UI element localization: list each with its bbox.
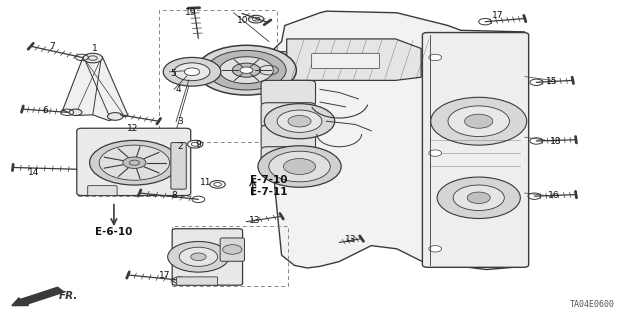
Circle shape xyxy=(210,181,225,188)
Text: FR.: FR. xyxy=(59,291,78,301)
Text: 15: 15 xyxy=(546,77,557,86)
Text: 13: 13 xyxy=(249,216,260,225)
Text: 2: 2 xyxy=(178,142,183,151)
Text: 13: 13 xyxy=(345,235,356,244)
Circle shape xyxy=(269,151,330,182)
Circle shape xyxy=(248,15,264,23)
Circle shape xyxy=(453,185,504,211)
Circle shape xyxy=(288,115,311,127)
Circle shape xyxy=(196,45,296,95)
Circle shape xyxy=(123,157,146,168)
Circle shape xyxy=(188,140,203,148)
Text: E-6-10: E-6-10 xyxy=(95,227,132,237)
Text: 4: 4 xyxy=(175,85,180,94)
Circle shape xyxy=(232,63,260,77)
Circle shape xyxy=(207,50,286,90)
FancyBboxPatch shape xyxy=(250,52,288,89)
Text: E-7-11: E-7-11 xyxy=(250,187,287,197)
Text: 17: 17 xyxy=(159,271,171,280)
Text: 17: 17 xyxy=(492,11,504,20)
FancyBboxPatch shape xyxy=(77,128,191,196)
Text: 3: 3 xyxy=(178,117,183,126)
Polygon shape xyxy=(287,39,421,80)
Text: 8: 8 xyxy=(172,191,177,200)
Circle shape xyxy=(277,110,322,132)
Circle shape xyxy=(223,245,242,254)
Text: 12: 12 xyxy=(127,124,139,133)
FancyBboxPatch shape xyxy=(172,229,243,285)
Circle shape xyxy=(191,253,206,261)
Text: 7: 7 xyxy=(50,42,55,51)
Circle shape xyxy=(240,67,253,73)
FancyBboxPatch shape xyxy=(261,103,316,128)
Text: 1: 1 xyxy=(92,44,97,53)
Circle shape xyxy=(83,53,102,63)
Circle shape xyxy=(174,63,210,81)
Circle shape xyxy=(429,150,442,156)
Text: 6: 6 xyxy=(42,106,47,115)
Text: 19: 19 xyxy=(185,8,196,17)
FancyBboxPatch shape xyxy=(422,33,529,267)
Circle shape xyxy=(431,97,527,145)
Circle shape xyxy=(437,177,520,219)
FancyBboxPatch shape xyxy=(261,125,316,150)
Text: 16: 16 xyxy=(548,191,559,200)
FancyBboxPatch shape xyxy=(220,238,244,261)
Circle shape xyxy=(90,140,179,185)
Circle shape xyxy=(163,57,221,86)
Circle shape xyxy=(264,104,335,139)
Circle shape xyxy=(184,68,200,76)
Text: 5: 5 xyxy=(170,69,175,78)
Circle shape xyxy=(429,54,442,61)
Circle shape xyxy=(69,109,82,115)
Text: 14: 14 xyxy=(28,168,39,177)
Polygon shape xyxy=(63,57,128,121)
FancyBboxPatch shape xyxy=(171,143,186,189)
Circle shape xyxy=(220,57,273,84)
FancyBboxPatch shape xyxy=(88,186,117,196)
Circle shape xyxy=(99,145,170,180)
Text: 18: 18 xyxy=(550,137,561,146)
FancyBboxPatch shape xyxy=(312,53,380,69)
Polygon shape xyxy=(266,11,525,270)
Text: 10: 10 xyxy=(237,16,249,25)
FancyBboxPatch shape xyxy=(261,147,316,172)
Text: TA04E0600: TA04E0600 xyxy=(570,300,614,309)
FancyBboxPatch shape xyxy=(261,80,316,105)
Circle shape xyxy=(465,114,493,128)
Circle shape xyxy=(258,146,341,187)
Text: 9: 9 xyxy=(196,140,201,149)
Circle shape xyxy=(284,159,316,174)
FancyBboxPatch shape xyxy=(177,277,218,285)
Text: 11: 11 xyxy=(200,178,212,187)
Circle shape xyxy=(168,241,229,272)
Circle shape xyxy=(467,192,490,204)
Circle shape xyxy=(108,113,123,120)
Text: E-7-10: E-7-10 xyxy=(250,175,287,185)
Circle shape xyxy=(448,106,509,137)
Circle shape xyxy=(429,246,442,252)
Circle shape xyxy=(179,247,218,266)
FancyArrow shape xyxy=(12,287,64,306)
